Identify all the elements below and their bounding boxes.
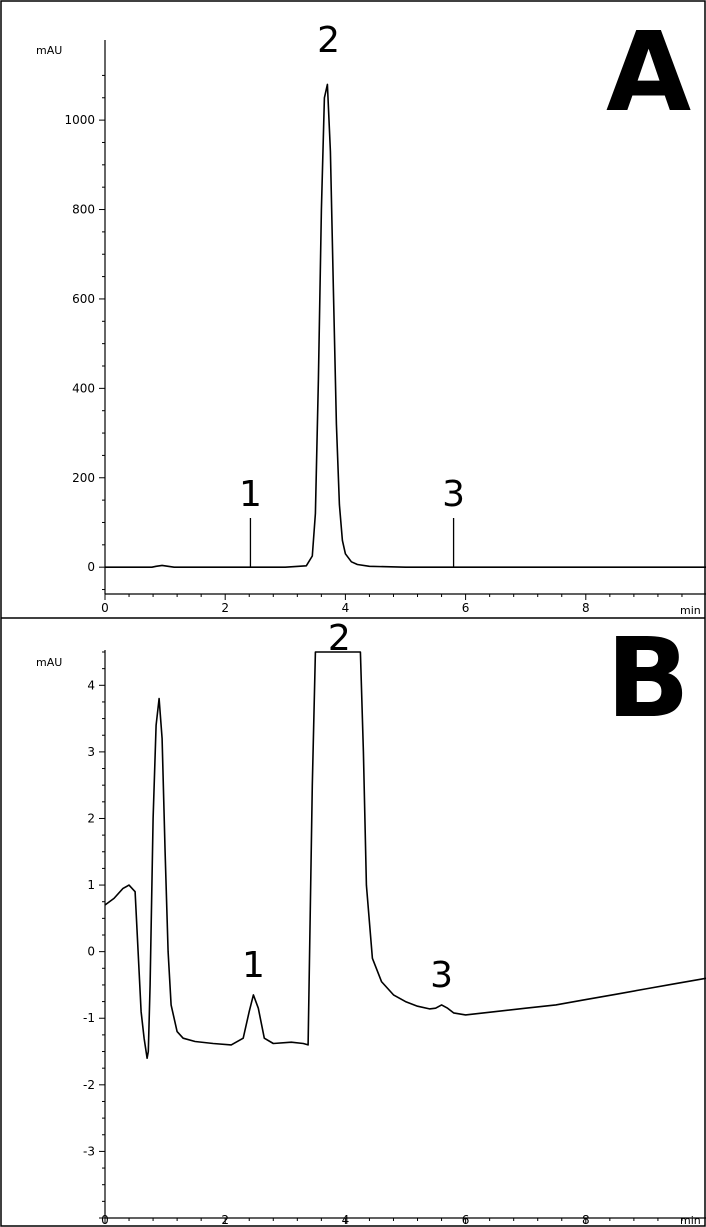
- peak-label-3: 3: [442, 474, 465, 515]
- y-tick-label: 200: [72, 471, 95, 485]
- y-tick-label: 3: [87, 745, 95, 759]
- y-tick-label: -1: [83, 1011, 95, 1025]
- y-unit-label-a: mAU: [36, 44, 62, 57]
- panel-b: B mAU min -3 -2 -1 0 1 2 3 4 0 2 4 6 8 1 2 3: [36, 614, 706, 1227]
- y-tick-label: -3: [83, 1144, 95, 1158]
- x-tick-label: 0: [101, 601, 109, 615]
- y-tick-label: 0: [87, 560, 95, 574]
- panel-letter-a: A: [606, 8, 691, 136]
- x-tick-label: 8: [582, 1213, 590, 1227]
- panel-a: A mAU min 0 200 400 600 800 1000 0 2 4 6 8 1 2 3: [36, 8, 706, 617]
- y-tick-label: 600: [72, 292, 95, 306]
- y-tick-label: 400: [72, 381, 95, 395]
- x-tick-label: 4: [342, 1213, 350, 1227]
- peak-label-2: 2: [317, 20, 340, 61]
- y-tick-label: 1000: [64, 113, 95, 127]
- x-unit-label-a: min: [680, 604, 701, 617]
- peak-label-1: 1: [242, 945, 265, 986]
- y-tick-label: 4: [87, 678, 95, 692]
- x-tick-label: 0: [101, 1213, 109, 1227]
- y-tick-label: 800: [72, 203, 95, 217]
- chromatogram-trace-b: [104, 651, 706, 1059]
- y-tick-label: 1: [87, 878, 95, 892]
- x-tick-label: 4: [342, 601, 350, 615]
- peak-label-2: 2: [328, 618, 351, 659]
- x-unit-label-b: min: [680, 1214, 701, 1227]
- chromatogram-trace-a: [105, 83, 706, 569]
- panel-letter-b: B: [606, 614, 690, 742]
- y-tick-label: 0: [87, 945, 95, 959]
- x-tick-label: 2: [221, 1213, 229, 1227]
- y-unit-label-b: mAU: [36, 656, 62, 669]
- x-tick-label: 6: [462, 1213, 470, 1227]
- y-tick-label: 2: [87, 811, 95, 825]
- peak-label-1: 1: [239, 474, 262, 515]
- peak-label-3: 3: [430, 955, 453, 996]
- x-tick-label: 2: [221, 601, 229, 615]
- y-tick-label: -2: [83, 1078, 95, 1092]
- x-tick-label: 6: [462, 601, 470, 615]
- x-tick-label: 8: [582, 601, 590, 615]
